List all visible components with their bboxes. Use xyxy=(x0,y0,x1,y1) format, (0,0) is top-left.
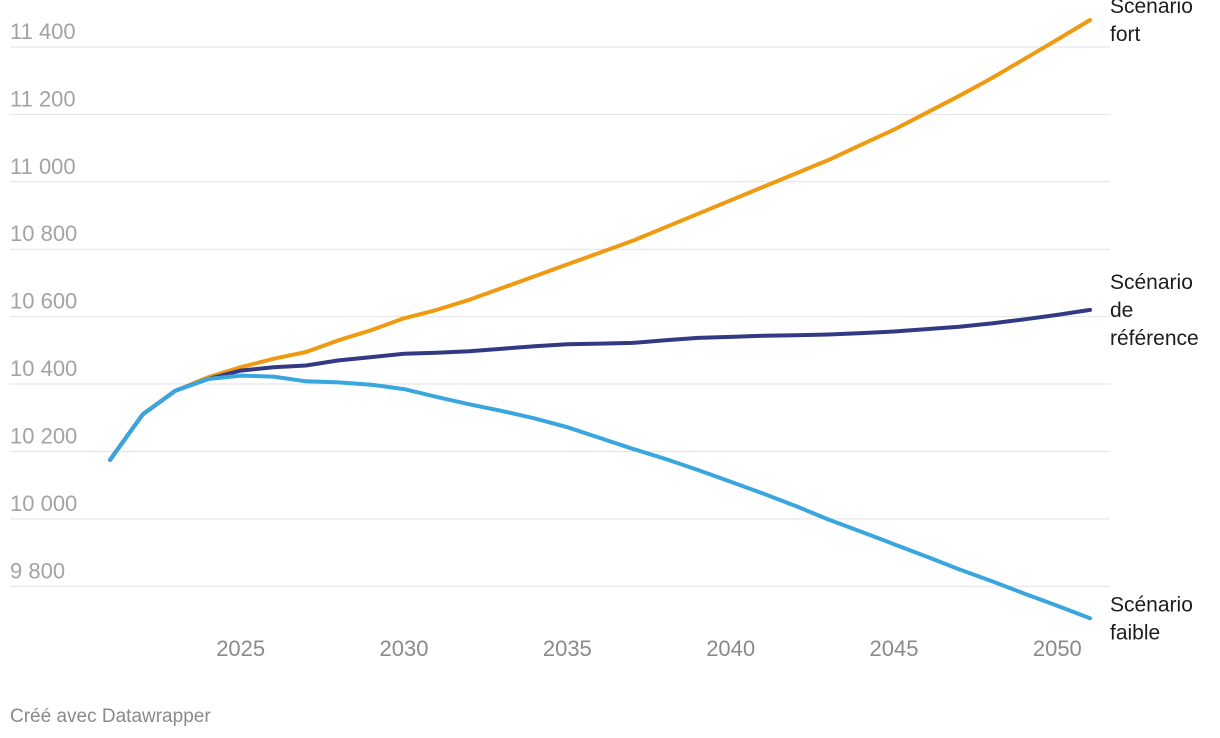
y-tick-label: 11 000 xyxy=(10,154,76,179)
series-label-1: Scénario de référence xyxy=(1110,271,1199,350)
x-tick-label: 2040 xyxy=(706,636,755,661)
x-tick-label: 2035 xyxy=(543,636,592,661)
y-tick-label: 10 600 xyxy=(10,289,77,314)
x-axis: 2025 2030 2035 2040 2045 2050 xyxy=(216,636,1082,661)
y-axis: 9 800 10 000 10 200 10 400 10 600 10 800 11 00… xyxy=(10,19,77,583)
y-tick-label: 10 400 xyxy=(10,356,77,381)
grid-lines xyxy=(10,46,1110,587)
x-tick-label: 2045 xyxy=(870,636,919,661)
series-line-1 xyxy=(108,307,1092,462)
x-tick-label: 2025 xyxy=(216,636,265,661)
series-labels: Scénario fort Scénario de référence Scénario f… xyxy=(1110,0,1199,644)
series-label-line: fort xyxy=(1110,23,1141,46)
x-tick-label: 2050 xyxy=(1033,636,1082,661)
y-tick-label: 10 000 xyxy=(10,491,77,516)
y-tick-label: 11 400 xyxy=(10,19,76,44)
series-line-0 xyxy=(108,18,1092,462)
y-tick-label: 10 800 xyxy=(10,221,77,246)
y-tick-label: 11 200 xyxy=(10,86,76,111)
x-tick-label: 2030 xyxy=(380,636,429,661)
series-label-line: référence xyxy=(1110,327,1199,350)
series-label-line: faible xyxy=(1110,621,1160,644)
credit-text: Créé avec Datawrapper xyxy=(10,706,211,727)
series-label-line: Scénario xyxy=(1110,593,1193,616)
series-label-line: de xyxy=(1110,299,1133,322)
series-label-line: Scénario xyxy=(1110,0,1193,18)
series-line-2 xyxy=(108,373,1092,621)
series-lines xyxy=(108,18,1092,621)
series-label-line: Scénario xyxy=(1110,271,1193,294)
series-label-0: Scénario fort xyxy=(1110,0,1193,46)
series-label-2: Scénario faible xyxy=(1110,593,1193,644)
y-tick-label: 9 800 xyxy=(10,558,65,583)
y-tick-label: 10 200 xyxy=(10,423,77,448)
